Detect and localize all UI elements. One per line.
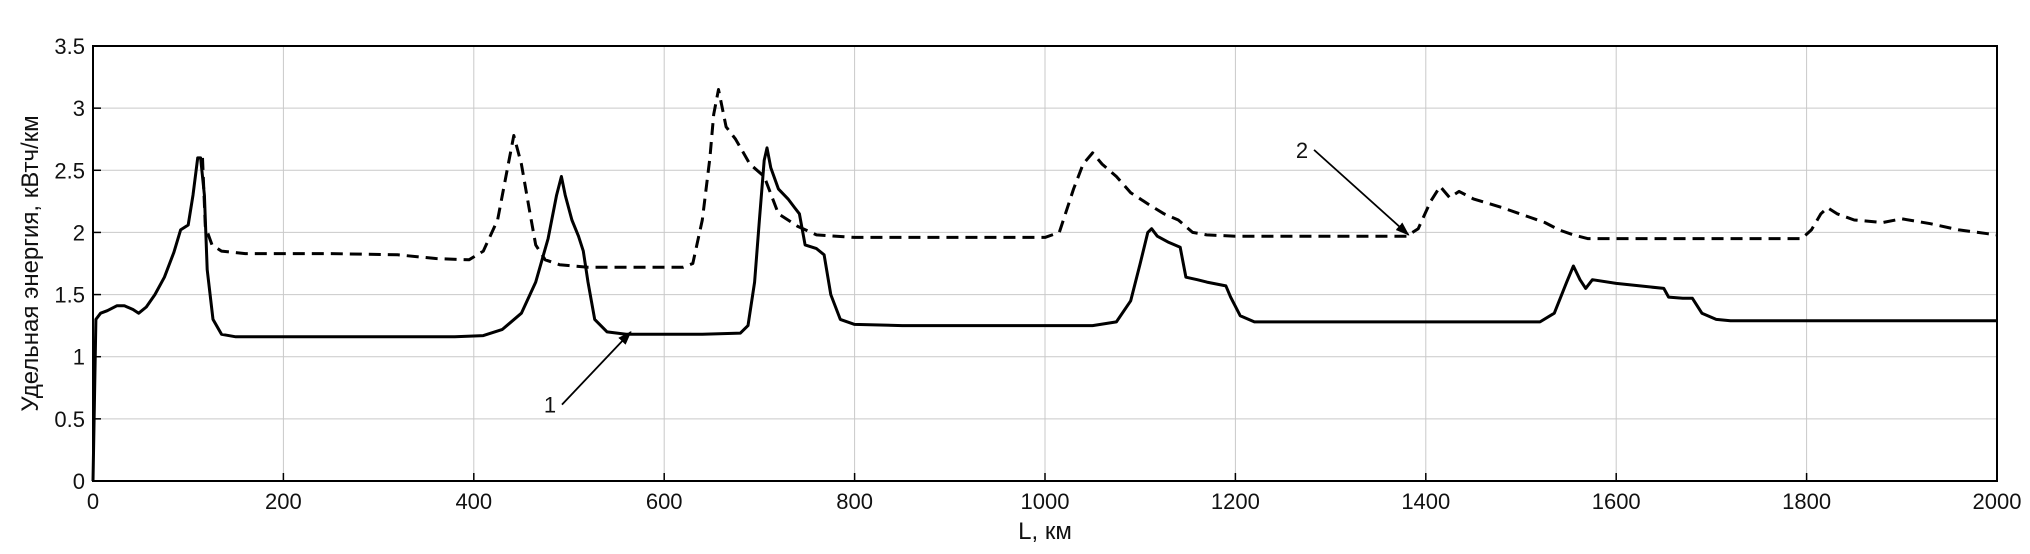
- series-line-2: [201, 88, 1998, 269]
- x-tick-label: 0: [87, 489, 99, 514]
- y-tick-label: 0.5: [54, 407, 85, 432]
- y-tick-label: 2: [73, 220, 85, 245]
- annotation-label-1: 1: [544, 393, 556, 418]
- x-tick-label: 400: [455, 489, 492, 514]
- x-tick-label: 1200: [1211, 489, 1260, 514]
- y-tick-label: 3.5: [54, 34, 85, 59]
- x-tick-label: 1400: [1401, 489, 1450, 514]
- x-tick-label: 1600: [1592, 489, 1641, 514]
- series-line-1: [91, 146, 1997, 482]
- y-axis-title: Удельная энергия, кВтч/км: [17, 115, 44, 411]
- y-tick-label: 3: [73, 96, 85, 121]
- y-tick-label: 2.5: [54, 158, 85, 183]
- y-tick-label: 1.5: [54, 283, 85, 308]
- x-tick-label: 200: [265, 489, 302, 514]
- annotation-label-2: 2: [1296, 138, 1308, 163]
- x-tick-label: 2000: [1973, 489, 2022, 514]
- y-tick-label: 0: [73, 469, 85, 494]
- x-tick-label: 1800: [1782, 489, 1831, 514]
- series-layer: [91, 88, 1998, 482]
- x-tick-label: 600: [646, 489, 683, 514]
- x-tick-labels: 0 200 400 600 800 1000 1200 1400 1600 1800 2000: [87, 473, 2022, 514]
- annotation-arrow-1: [561, 331, 632, 406]
- x-tick-label: 1000: [1021, 489, 1070, 514]
- y-tick-labels: 0 0.5 1 1.5 2 2.5 3 3.5: [54, 34, 101, 494]
- annotation-arrow-2: [1313, 149, 1410, 236]
- annotations: 12: [544, 138, 1410, 418]
- y-tick-label: 1: [73, 345, 85, 370]
- x-axis-title: L, км: [1018, 518, 1072, 545]
- x-tick-label: 800: [836, 489, 873, 514]
